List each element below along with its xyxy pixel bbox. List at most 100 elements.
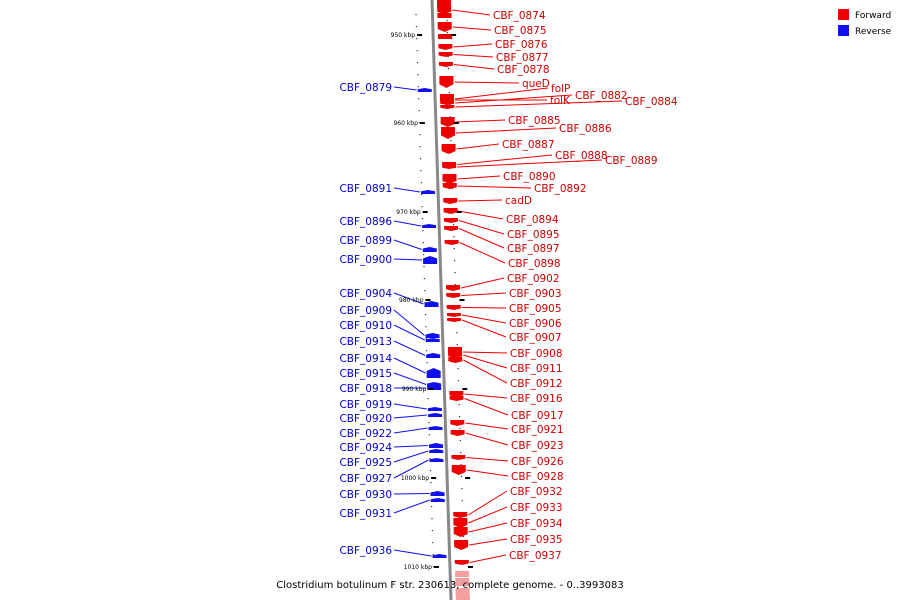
gene-label-CBF_0876[interactable]: CBF_0876 [495, 39, 548, 51]
gene-label-CBF_0922[interactable]: CBF_0922 [339, 428, 392, 440]
gene-label-CBF_0904[interactable]: CBF_0904 [339, 288, 392, 300]
gene-label-CBF_0878[interactable]: CBF_0878 [497, 64, 550, 76]
gene-label-CBF_0930[interactable]: CBF_0930 [339, 489, 392, 501]
gene-label-CBF_0921[interactable]: CBF_0921 [511, 424, 564, 436]
gene-label-CBF_0874[interactable]: CBF_0874 [493, 10, 546, 22]
gene-label-CBF_0896[interactable]: CBF_0896 [339, 216, 392, 228]
forward-gene-block[interactable] [437, 0, 451, 8]
gene-label-CBF_0903[interactable]: CBF_0903 [509, 288, 562, 300]
gene-label-CBF_0915[interactable]: CBF_0915 [339, 368, 392, 380]
forward-gene-CBF_0884[interactable] [440, 105, 455, 109]
gene-label-CBF_0911[interactable]: CBF_0911 [510, 363, 563, 375]
gene-label-CBF_0937[interactable]: CBF_0937 [509, 550, 562, 562]
gene-features[interactable] [417, 0, 470, 600]
gene-label-CBF_0886[interactable]: CBF_0886 [559, 123, 612, 135]
forward-gene-CBF_0932[interactable] [453, 512, 468, 518]
forward-gene-CBF_0889[interactable] [442, 165, 457, 169]
forward-gene-CBF_0902[interactable] [446, 285, 461, 291]
gene-label-CBF_0926[interactable]: CBF_0926 [511, 456, 564, 468]
forward-gene-CBF_0934[interactable] [453, 527, 468, 537]
forward-gene-CBF_0907[interactable] [447, 318, 462, 322]
gene-label-CBF_0875[interactable]: CBF_0875 [494, 25, 547, 37]
reverse-gene-CBF_0899[interactable] [422, 247, 437, 252]
gene-label-CBF_0931[interactable]: CBF_0931 [339, 508, 392, 520]
gene-label-CBF_0913[interactable]: CBF_0913 [339, 336, 392, 348]
gene-label-CBF_0895[interactable]: CBF_0895 [507, 229, 560, 241]
forward-gene-block[interactable] [455, 588, 470, 596]
forward-gene-CBF_0923[interactable] [450, 430, 465, 436]
gene-label-CBF_0908[interactable]: CBF_0908 [510, 348, 563, 360]
gene-label-CBF_0891[interactable]: CBF_0891 [339, 183, 392, 195]
reverse-gene-CBF_0920[interactable] [428, 413, 443, 417]
gene-label-CBF_0914[interactable]: CBF_0914 [339, 353, 392, 365]
forward-gene-CBF_0876[interactable] [438, 44, 453, 50]
gene-label-CBF_0888[interactable]: CBF_0888 [555, 150, 608, 162]
forward-gene-CBF_0877[interactable] [438, 52, 453, 57]
gene-label-CBF_0894[interactable]: CBF_0894 [506, 214, 559, 226]
gene-label-CBF_0907[interactable]: CBF_0907 [509, 332, 562, 344]
gene-label-CBF_0933[interactable]: CBF_0933 [510, 502, 563, 514]
reverse-gene-CBF_0924[interactable] [429, 443, 444, 448]
reverse-gene-CBF_0927[interactable] [429, 458, 444, 462]
gene-label-CBF_0885[interactable]: CBF_0885 [508, 115, 561, 127]
forward-gene-CBF_0935[interactable] [454, 540, 469, 550]
reverse-gene-CBF_0904[interactable] [424, 301, 439, 307]
gene-label-CBF_0884[interactable]: CBF_0884 [625, 96, 678, 108]
reverse-gene-CBF_0891[interactable] [421, 190, 436, 194]
gene-label-CBF_0902[interactable]: CBF_0902 [507, 273, 560, 285]
gene-label-CBF_0899[interactable]: CBF_0899 [339, 235, 392, 247]
gene-label-CBF_0936[interactable]: CBF_0936 [339, 545, 392, 557]
gene-label-CBF_0920[interactable]: CBF_0920 [339, 413, 392, 425]
forward-gene-CBF_0885[interactable] [440, 117, 455, 127]
gene-label-CBF_0927[interactable]: CBF_0927 [339, 473, 392, 485]
gene-label-CBF_0890[interactable]: CBF_0890 [503, 171, 556, 183]
forward-gene-CBF_0895[interactable] [443, 218, 458, 223]
reverse-gene-CBF_0925[interactable] [429, 449, 444, 453]
gene-label-CBF_0877[interactable]: CBF_0877 [496, 52, 549, 64]
gene-label-CBF_0923[interactable]: CBF_0923 [511, 440, 564, 452]
forward-gene-block[interactable] [437, 13, 452, 18]
gene-label-CBF_0918[interactable]: CBF_0918 [339, 383, 392, 395]
forward-gene-CBF_0903[interactable] [446, 293, 461, 298]
reverse-gene-CBF_0931[interactable] [430, 498, 445, 502]
gene-label-CBF_0905[interactable]: CBF_0905 [509, 303, 562, 315]
gene-label-folK[interactable]: folK [550, 95, 571, 107]
gene-label-CBF_0882[interactable]: CBF_0882 [575, 90, 628, 102]
reverse-gene-CBF_0909[interactable] [425, 333, 440, 338]
forward-gene-CBF_0894[interactable] [443, 208, 458, 214]
gene-label-CBF_0934[interactable]: CBF_0934 [510, 518, 563, 530]
forward-gene-folK[interactable] [440, 98, 455, 102]
gene-label-CBF_0906[interactable]: CBF_0906 [509, 318, 562, 330]
forward-gene-queD[interactable] [439, 76, 454, 88]
forward-gene-CBF_0906[interactable] [446, 313, 461, 317]
gene-label-CBF_0925[interactable]: CBF_0925 [339, 457, 392, 469]
gene-label-CBF_0935[interactable]: CBF_0935 [510, 534, 563, 546]
forward-gene-CBF_0892[interactable] [442, 183, 457, 189]
forward-gene-CBF_0911[interactable] [448, 352, 463, 358]
forward-gene-CBF_0878[interactable] [438, 62, 453, 67]
forward-gene-cadD[interactable] [443, 198, 458, 204]
gene-label-CBF_0887[interactable]: CBF_0887 [502, 139, 555, 151]
forward-gene-CBF_0886[interactable] [441, 127, 456, 139]
forward-gene-block[interactable] [455, 571, 470, 577]
forward-gene-CBF_0874[interactable] [437, 6, 452, 14]
forward-gene-CBF_0928[interactable] [451, 465, 466, 475]
gene-label-cadD[interactable]: cadD [505, 195, 532, 207]
gene-label-CBF_0909[interactable]: CBF_0909 [339, 305, 392, 317]
forward-gene-block[interactable] [438, 34, 453, 39]
gene-label-CBF_0919[interactable]: CBF_0919 [339, 399, 392, 411]
reverse-gene-CBF_0896[interactable] [422, 224, 437, 228]
gene-label-CBF_0879[interactable]: CBF_0879 [339, 82, 392, 94]
forward-gene-CBF_0926[interactable] [451, 455, 466, 460]
forward-gene-CBF_0887[interactable] [441, 144, 456, 154]
forward-gene-CBF_0875[interactable] [437, 22, 452, 32]
gene-label-CBF_0910[interactable]: CBF_0910 [339, 320, 392, 332]
forward-gene-CBF_0898[interactable] [444, 240, 459, 245]
reverse-gene-CBF_0910[interactable] [425, 338, 440, 342]
reverse-gene-CBF_0930[interactable] [430, 491, 445, 496]
forward-gene-CBF_0916[interactable] [449, 391, 464, 397]
forward-gene-CBF_0890[interactable] [442, 174, 457, 184]
forward-gene-CBF_0905[interactable] [446, 305, 461, 310]
forward-gene-CBF_0921[interactable] [450, 420, 465, 426]
forward-gene-CBF_0912[interactable] [448, 357, 463, 363]
